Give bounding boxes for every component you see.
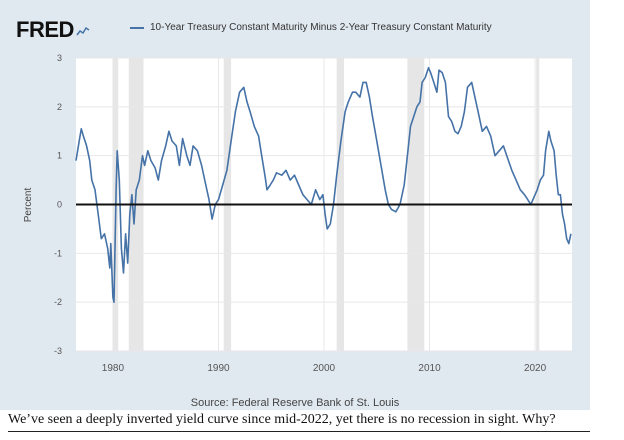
x-tick-label: 2020 [524, 363, 547, 374]
series-layer [75, 67, 572, 303]
x-tick-label: 1980 [102, 363, 125, 374]
source-note: Source: Federal Reserve Bank of St. Loui… [190, 397, 400, 409]
fred-logo-text: FRED [16, 17, 74, 42]
caption-text: We’ve seen a deeply inverted yield curve… [8, 412, 556, 427]
fred-logo[interactable]: FRED [16, 17, 90, 43]
legend[interactable]: 10-Year Treasury Constant Maturity Minus… [130, 22, 492, 33]
line-chart-icon [76, 17, 90, 36]
legend-label: 10-Year Treasury Constant Maturity Minus… [150, 22, 492, 33]
legend-swatch [130, 26, 144, 29]
x-tick-label: 2000 [313, 363, 336, 374]
y-tick-label: -3 [54, 346, 62, 356]
caption-underline [8, 431, 590, 432]
series-line [75, 67, 572, 303]
y-tick-label: 1 [57, 151, 62, 161]
y-axis-label: Percent [23, 188, 34, 223]
y-tick-label: 3 [57, 53, 62, 63]
y-tick-label: 2 [57, 102, 62, 112]
y-tick-label: 0 [57, 200, 62, 210]
x-tick-labels: 1980 1990 2000 2010 2020 [102, 363, 547, 374]
y-tick-label: -2 [54, 297, 62, 307]
x-tick-label: 2010 [418, 363, 441, 374]
y-tick-label: -1 [54, 248, 62, 258]
y-tick-labels: -3 -2 -1 0 1 2 3 [54, 53, 62, 356]
x-tick-label: 1990 [207, 363, 230, 374]
